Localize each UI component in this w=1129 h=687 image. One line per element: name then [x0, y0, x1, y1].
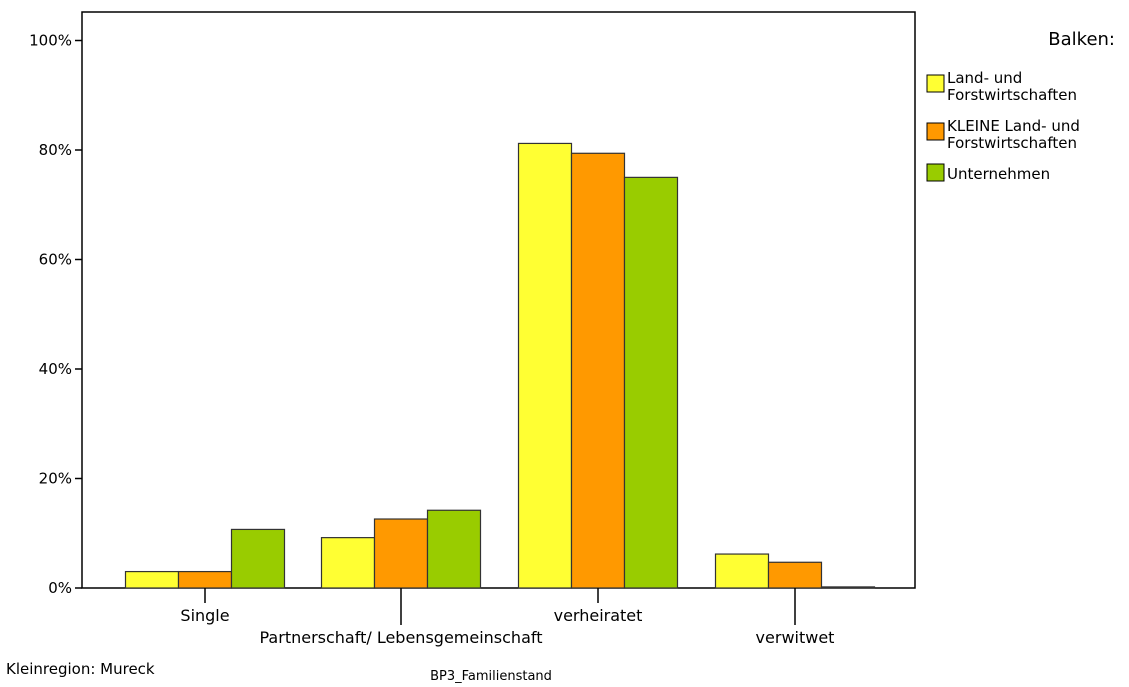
legend-label: Unternehmen [947, 165, 1050, 183]
bar [820, 586, 876, 589]
x-tick-label: verheiratet [554, 606, 643, 625]
y-axis: 0% 20% 40% 60% 80% 100% [29, 32, 82, 597]
y-tick-label: 80% [39, 141, 72, 159]
y-tick-label: 0% [48, 579, 72, 597]
bar [517, 142, 573, 589]
bars-group [124, 142, 876, 589]
x-axis: Single Partnerschaft/ Lebensgemeinschaft v… [180, 588, 834, 647]
x-tick-label: verwitwet [756, 628, 835, 647]
bar [426, 509, 482, 589]
legend-label: KLEINE Land- und Forstwirtschaften [947, 117, 1080, 152]
y-tick-label: 60% [39, 251, 72, 269]
y-tick-label: 20% [39, 470, 72, 488]
x-tick-label: Partnerschaft/ Lebensgemeinschaft [260, 628, 543, 647]
x-axis-title: BP3_Familienstand [430, 669, 552, 684]
legend-swatch [926, 163, 945, 182]
legend: Balken: Land- und Forstwirtschaften KLEINE… [926, 29, 1115, 183]
bar [570, 152, 626, 589]
y-tick-label: 40% [39, 360, 72, 378]
bar [320, 537, 376, 589]
bar [623, 176, 679, 589]
bar [230, 528, 286, 589]
bar [714, 553, 770, 589]
y-tick-label: 100% [29, 32, 72, 50]
bar [373, 518, 429, 589]
legend-label: Land- und Forstwirtschaften [947, 69, 1077, 104]
bar [177, 570, 233, 589]
bar [124, 570, 180, 589]
region-footnote: Kleinregion: Mureck [6, 660, 155, 678]
bar [767, 561, 823, 589]
plot-frame [81, 11, 916, 589]
legend-swatch [926, 122, 945, 141]
x-tick-label: Single [180, 606, 229, 625]
legend-title: Balken: [1048, 29, 1115, 50]
legend-swatch [926, 74, 945, 93]
